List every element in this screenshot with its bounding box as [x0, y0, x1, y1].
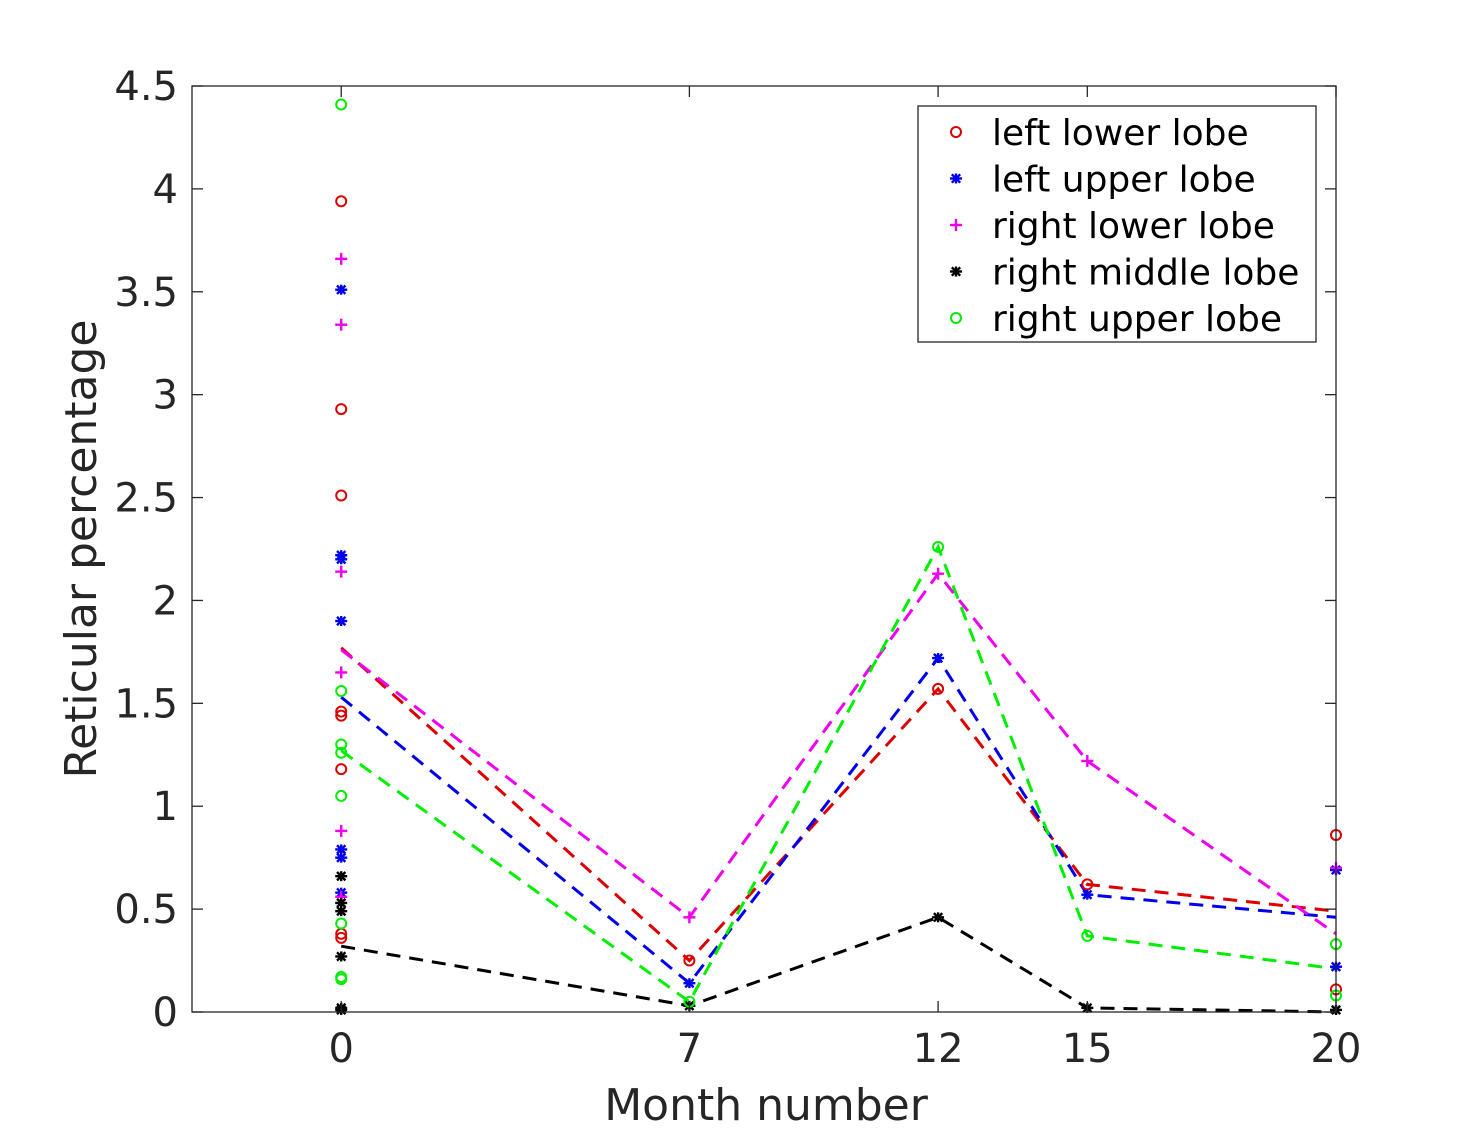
y-tick-label: 0.5 — [114, 887, 178, 933]
data-point-s5-4 — [335, 746, 348, 759]
data-point-s1-11 — [1081, 878, 1094, 891]
trend-line-4 — [340, 915, 1337, 1014]
data-point-s1-1 — [335, 195, 348, 208]
data-point-s3-7 — [683, 911, 696, 924]
x-tick-label: 15 — [1062, 1026, 1113, 1072]
legend-label-2: left upper lobe — [992, 160, 1256, 201]
data-point-s1-9 — [683, 954, 696, 967]
data-point-s3-2 — [335, 318, 348, 331]
data-point-s2-3 — [335, 554, 348, 565]
legend-label-5: right upper lobe — [992, 299, 1282, 340]
data-point-s5-8 — [335, 973, 348, 986]
data-point-s4-2 — [335, 897, 348, 908]
data-point-s1-6 — [335, 763, 348, 776]
x-tick-label: 12 — [913, 1026, 964, 1072]
legend-box — [917, 105, 1317, 343]
data-point-s5-11 — [1081, 929, 1094, 942]
data-point-s5-1 — [335, 98, 348, 111]
y-tick-label: 3 — [153, 373, 178, 419]
trend-line-5 — [340, 543, 1337, 1004]
y-tick-label: 2.5 — [114, 476, 178, 522]
legend-marker-2 — [950, 173, 962, 184]
data-point-s2-8 — [683, 978, 696, 989]
data-point-s2-9 — [932, 653, 945, 664]
x-tick-label: 0 — [328, 1026, 353, 1072]
data-point-s1-8 — [335, 931, 348, 944]
trend-line-1 — [340, 646, 1337, 963]
data-point-s5-6 — [335, 917, 348, 930]
legend: left lower lobe left upper lobe right lowe… — [917, 105, 1317, 343]
y-tick-label: 1 — [153, 784, 178, 830]
legend-marker-5 — [950, 312, 962, 324]
data-point-s2-4 — [335, 615, 348, 627]
legend-marker-1 — [950, 126, 962, 138]
legend-label-4: right middle lobe — [992, 253, 1299, 294]
legend-label-3: right lower lobe — [992, 206, 1275, 247]
x-tick-label: 20 — [1311, 1026, 1362, 1072]
data-point-s3-9 — [1081, 754, 1094, 767]
y-tick-label: 1.5 — [114, 681, 178, 727]
data-point-s4-4 — [335, 951, 348, 962]
data-point-s3-3 — [335, 565, 348, 578]
data-point-s5-2 — [335, 684, 348, 697]
y-tick-label: 4 — [153, 167, 178, 213]
legend-marker-4 — [950, 266, 962, 277]
plot-frame — [191, 85, 1337, 1013]
data-point-s1-3 — [335, 489, 348, 502]
y-tick-label: 3.5 — [114, 270, 178, 316]
data-point-s3-1 — [335, 252, 348, 265]
data-point-s1-10 — [932, 682, 945, 695]
data-point-s4-1 — [335, 871, 348, 882]
data-point-s2-10 — [1081, 889, 1094, 900]
data-point-s1-2 — [335, 403, 348, 416]
x-tick-label: 7 — [677, 1026, 702, 1072]
data-point-s1-5 — [335, 709, 348, 722]
data-point-s5-10 — [932, 540, 945, 553]
data-point-s2-1 — [335, 284, 348, 295]
legend-marker-3 — [950, 219, 962, 231]
y-axis-title: Reticular percentage — [56, 320, 107, 779]
y-tick-label: 2 — [153, 578, 178, 624]
data-point-s3-8 — [932, 567, 945, 580]
data-point-s3-5 — [335, 824, 348, 837]
legend-label-1: left lower lobe — [992, 113, 1249, 154]
data-point-s3-4 — [335, 666, 348, 679]
x-axis-title: Month number — [604, 1080, 929, 1131]
axis-ticks: 0 7 12 15 20 0 0.5 1 1.5 2 2.5 3 3.5 4 4.5 — [114, 64, 1361, 1072]
data-point-s1-4 — [335, 705, 348, 718]
data-point-s4-8 — [932, 912, 945, 923]
data-point-s4-3 — [335, 906, 348, 917]
data-point-s5-3 — [335, 738, 348, 751]
data-point-s5-5 — [335, 789, 348, 802]
data-point-s2-6 — [335, 852, 348, 863]
y-tick-label: 0 — [153, 990, 178, 1036]
y-tick-label: 4.5 — [114, 64, 178, 110]
